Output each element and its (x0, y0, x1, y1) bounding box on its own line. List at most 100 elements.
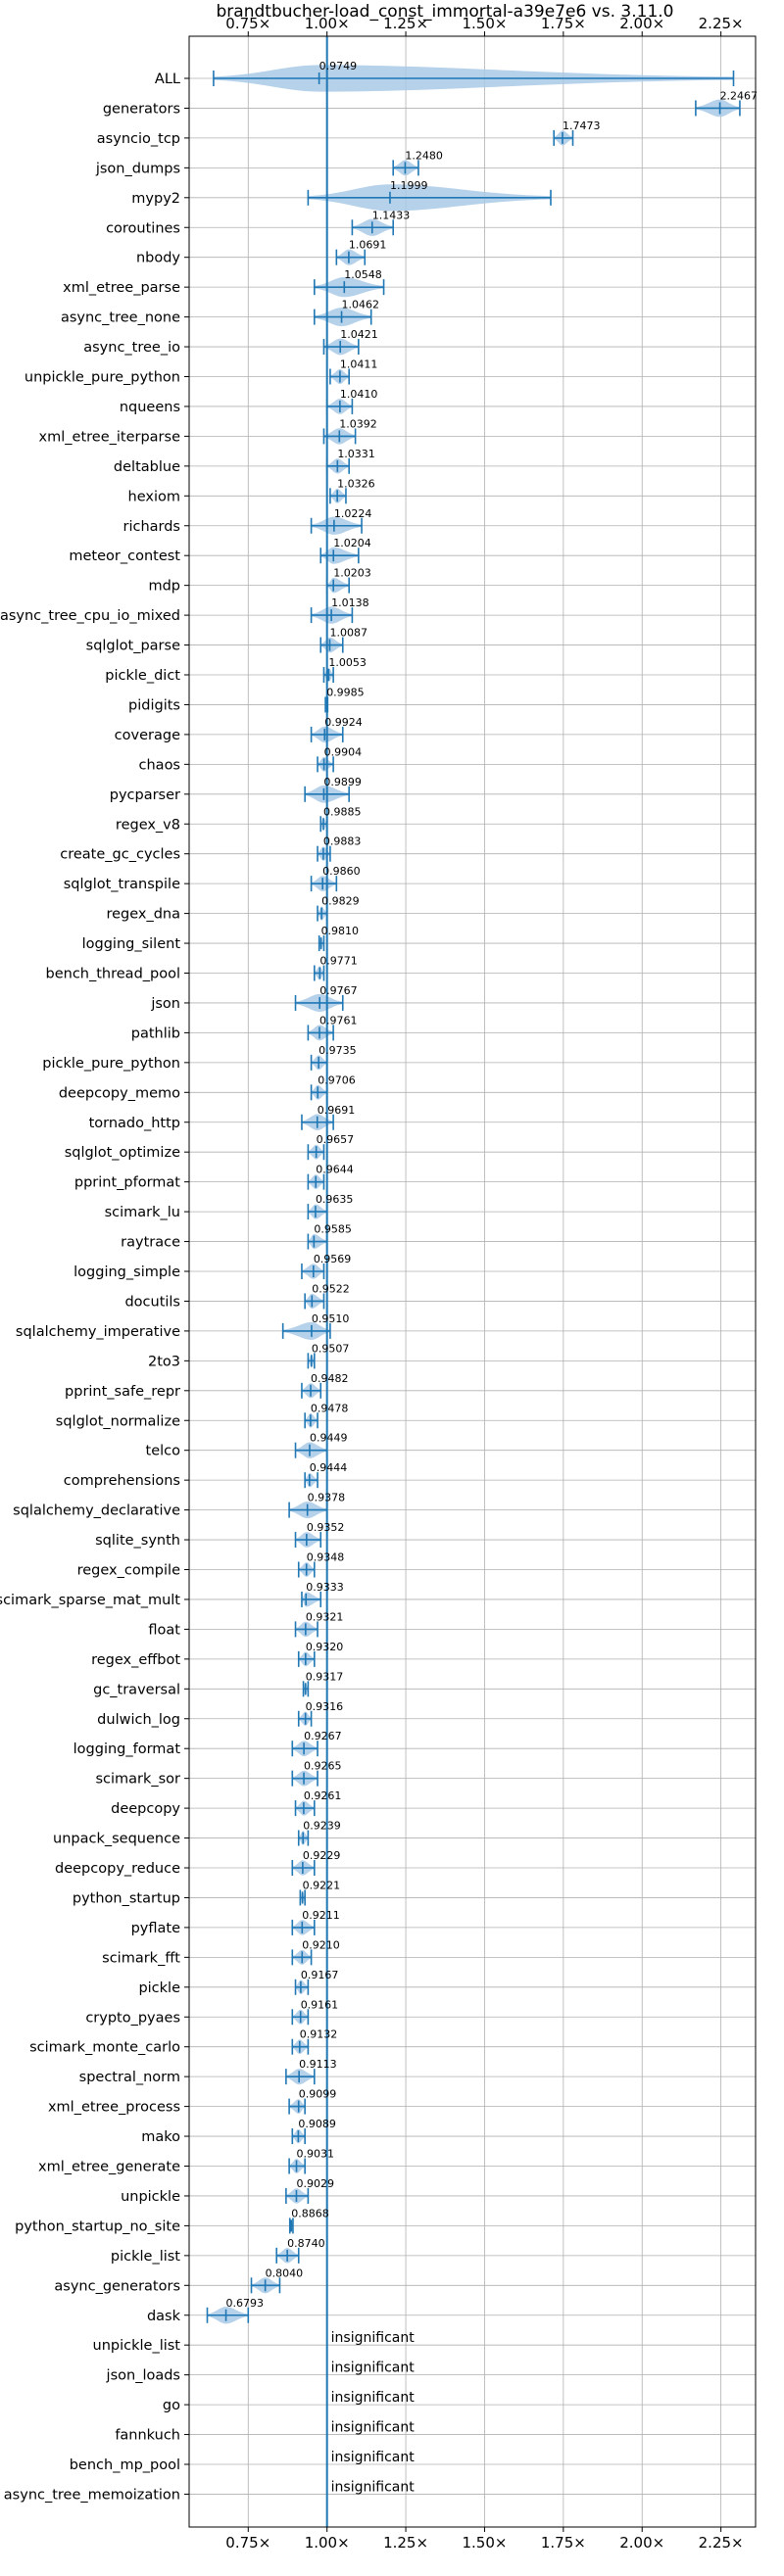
category-label: coroutines (106, 220, 180, 236)
value-label: 0.9985 (326, 686, 365, 698)
category-label: pickle (138, 1980, 180, 1996)
category-label: tornado_http (89, 1116, 180, 1131)
value-label: 1.0224 (334, 507, 372, 520)
value-label: 0.9321 (306, 1610, 344, 1623)
category-label: hexiom (128, 489, 180, 504)
value-label: 0.9161 (301, 1998, 339, 2011)
insignificant-label: insignificant (331, 2450, 416, 2465)
category-label: async_tree_io (83, 340, 180, 356)
category-label: mako (141, 2129, 180, 2145)
value-label: 1.0410 (340, 388, 378, 401)
insignificant-label: insignificant (331, 2479, 416, 2495)
category-label: regex_v8 (116, 817, 180, 833)
value-label: 1.0053 (328, 656, 367, 669)
x-tick-label-top: 1.75× (541, 15, 586, 32)
value-label: 0.9132 (300, 2028, 338, 2041)
category-label: float (148, 1622, 180, 1638)
category-label: pprint_safe_repr (65, 1384, 180, 1400)
x-tick-label-top: 0.75× (225, 15, 270, 32)
category-label: unpack_sequence (53, 1832, 180, 1847)
value-label: 1.0204 (333, 537, 371, 549)
value-label: 0.9316 (306, 1700, 344, 1713)
value-label: 1.0392 (339, 417, 377, 430)
value-label: 0.9735 (318, 1044, 357, 1057)
value-label: 1.1433 (372, 209, 411, 221)
value-label: 0.9333 (306, 1581, 344, 1594)
category-label: scimark_lu (105, 1205, 180, 1220)
category-label: scimark_monte_carlo (29, 2040, 180, 2056)
value-label: 0.9761 (319, 1014, 358, 1026)
value-label: 0.9749 (319, 60, 358, 72)
value-label: 1.0548 (344, 268, 382, 281)
category-label: pprint_pformat (74, 1175, 180, 1191)
value-label: 0.9883 (323, 835, 362, 848)
value-label: 1.0411 (340, 358, 378, 371)
value-label: 0.9449 (310, 1432, 348, 1445)
category-label: unpickle (121, 2189, 180, 2205)
value-label: 1.0421 (340, 328, 378, 341)
category-label: chaos (139, 757, 180, 773)
value-label: 0.9635 (316, 1193, 354, 1206)
x-tick-label-bottom: 2.25× (699, 2534, 744, 2552)
category-label: comprehensions (64, 1473, 180, 1489)
value-label: 0.9585 (314, 1223, 352, 1236)
value-label: 1.0087 (329, 627, 368, 640)
insignificant-label: insignificant (331, 2390, 416, 2406)
grid-layer (184, 31, 756, 2532)
value-label: 0.9029 (296, 2177, 334, 2190)
value-label: 0.9167 (301, 1969, 339, 1981)
category-label: scimark_sparse_mat_mult (0, 1593, 180, 1608)
value-label: 0.8868 (291, 2207, 329, 2219)
category-label: go (163, 2398, 180, 2413)
category-label: bench_thread_pool (46, 967, 180, 982)
category-label: json_dumps (95, 161, 180, 176)
value-label: 0.9210 (302, 1938, 340, 1951)
category-label: create_gc_cycles (60, 847, 180, 863)
category-label: docutils (124, 1294, 180, 1310)
value-label: 0.9113 (299, 2058, 337, 2071)
category-label: nqueens (120, 400, 180, 415)
value-label: 1.1999 (390, 179, 428, 192)
value-label: 0.9099 (299, 2088, 337, 2101)
category-label: mdp (148, 579, 180, 595)
value-label: 0.9211 (302, 1909, 340, 1922)
value-label: 1.0203 (333, 567, 371, 580)
category-label: crypto_pyaes (85, 2010, 180, 2026)
category-label: telco (146, 1444, 181, 1459)
category-label: ALL (155, 72, 180, 87)
category-label: xml_etree_iterparse (39, 429, 181, 445)
value-label: 1.2480 (405, 149, 443, 162)
category-label: pycparser (110, 787, 180, 803)
category-label: xml_etree_parse (63, 280, 180, 296)
value-label: 0.9885 (323, 805, 362, 818)
value-label: 0.9317 (306, 1670, 344, 1683)
category-label: async_generators (54, 2278, 180, 2294)
value-label: 0.9522 (312, 1282, 350, 1295)
category-label: scimark_fft (102, 1950, 180, 1966)
value-label: 0.9031 (297, 2148, 335, 2161)
category-label: sqlalchemy_declarative (13, 1503, 180, 1519)
category-label: pyflate (131, 1921, 180, 1936)
value-label: 1.7473 (563, 119, 601, 132)
category-label: nbody (136, 251, 180, 266)
value-label: 0.9507 (312, 1342, 350, 1355)
value-label: 0.9904 (324, 745, 363, 758)
x-tick-label-bottom: 1.50× (462, 2534, 507, 2552)
category-label: mypy2 (131, 191, 180, 207)
value-label: 0.9810 (321, 925, 360, 937)
category-label: coverage (115, 728, 180, 743)
chart-title: brandtbucher-load_const_immortal-a39e7e6… (217, 2, 674, 22)
category-label: pidigits (128, 697, 180, 713)
x-tick-label-top: 1.50× (462, 15, 507, 32)
category-label: meteor_contest (69, 549, 180, 564)
category-label: logging_silent (82, 936, 181, 952)
value-label: 0.9444 (310, 1461, 348, 1474)
value-label: 0.9320 (306, 1641, 344, 1653)
category-label: json_loads (106, 2368, 180, 2384)
x-tick-label-bottom: 1.25× (383, 2534, 428, 2552)
marks-layer (206, 36, 741, 2527)
category-label: unpickle_list (93, 2338, 181, 2354)
value-label: 0.9706 (318, 1073, 356, 1086)
category-label: regex_dna (106, 907, 180, 923)
